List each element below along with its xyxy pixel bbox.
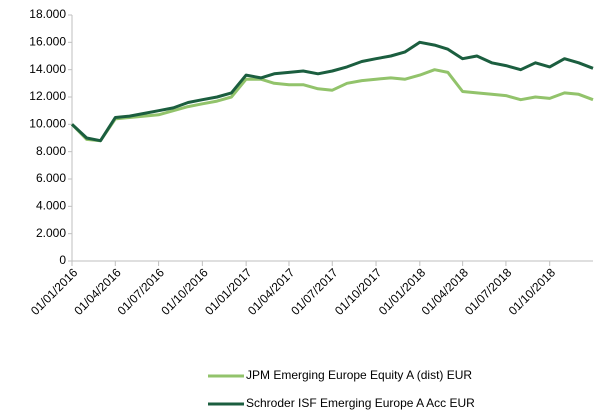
legend-label: Schroder ISF Emerging Europe A Acc EUR [246, 396, 475, 410]
x-tick-label: 01/10/2018 [506, 265, 559, 318]
y-tick-label: 12.000 [29, 89, 66, 103]
y-tick-label: 0 [59, 253, 66, 267]
y-tick-label: 16.000 [29, 35, 66, 49]
series-line [70, 40, 594, 143]
legend-label: JPM Emerging Europe Equity A (dist) EUR [246, 368, 472, 382]
y-tick-label: 18.000 [29, 7, 66, 21]
y-tick-label: 14.000 [29, 62, 66, 76]
y-tick-label: 4.000 [36, 199, 66, 213]
y-tick-label: 6.000 [36, 171, 66, 185]
y-tick-label: 10.000 [29, 117, 66, 131]
y-tick-label: 8.000 [36, 144, 66, 158]
series-line [70, 68, 594, 143]
y-tick-label: 2.000 [36, 226, 66, 240]
